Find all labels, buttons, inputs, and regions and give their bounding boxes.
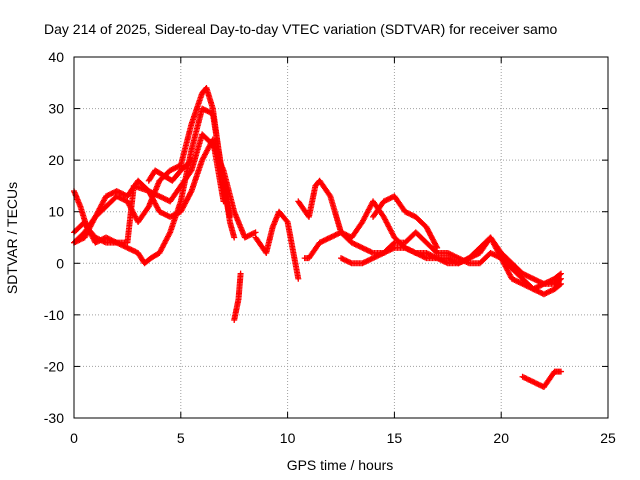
series-arc-3 [71,84,233,246]
data-point [558,275,565,282]
data-points [71,84,565,391]
data-point [556,281,563,288]
x-tick-label: 5 [177,430,185,446]
data-point [187,158,194,165]
y-axis-label: SDTVAR / TECUs [4,182,20,294]
y-tick-label: -10 [44,307,64,323]
axis-ticks: 0 5 10 15 20 25 -30 -20 -10 0 10 20 30 40 [44,49,616,446]
series-arc-11 [370,193,441,251]
data-point [434,244,441,251]
y-tick-label: 30 [48,101,64,117]
x-tick-label: 20 [493,430,509,446]
data-point [231,234,238,241]
data-point [187,168,194,175]
x-tick-label: 15 [387,430,403,446]
y-tick-label: -30 [44,410,64,426]
data-point [556,271,563,278]
series-arc-5 [145,157,195,184]
plot-frame [73,56,609,419]
y-tick-label: -20 [44,358,64,374]
series-arc-6 [231,270,244,324]
x-tick-label: 10 [280,430,296,446]
x-axis-label: GPS time / hours [287,457,394,473]
x-tick-label: 25 [600,430,616,446]
y-tick-label: 20 [48,152,64,168]
data-point [558,270,565,277]
x-tick-label: 0 [70,430,78,446]
y-tick-label: 40 [48,49,64,65]
y-tick-label: 10 [48,204,64,220]
data-point [252,229,259,236]
data-point [295,275,302,282]
data-point [188,157,195,164]
grid-lines [74,57,608,418]
data-point [558,368,565,375]
series-arc-12 [519,368,565,391]
data-point [237,270,244,277]
chart-title: Day 214 of 2025, Sidereal Day-to-day VTE… [44,21,557,37]
data-point [558,280,565,287]
series-arc-7 [252,208,302,282]
series-arc-10 [338,229,565,298]
data-point [556,276,563,283]
data-point [283,217,290,224]
series-arc-4 [71,131,259,246]
data-point [226,213,233,220]
data-point [326,191,333,198]
y-tick-label: 0 [56,255,64,271]
series-arc-9 [301,198,565,287]
